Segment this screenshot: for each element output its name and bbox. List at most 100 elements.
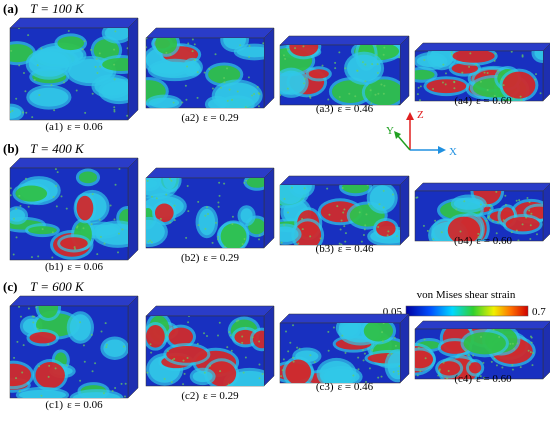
strain-band: [207, 98, 227, 108]
speck: [231, 215, 234, 218]
speck: [530, 336, 533, 339]
box-side: [263, 305, 275, 387]
speck: [241, 341, 244, 344]
speck: [495, 75, 498, 78]
speck: [83, 360, 86, 363]
speck: [203, 332, 206, 335]
speck: [286, 87, 289, 90]
speck: [40, 47, 43, 50]
speck: [501, 366, 504, 369]
row-label: (a): [3, 1, 18, 16]
speck: [343, 208, 346, 211]
speck: [348, 92, 351, 95]
speck: [383, 84, 386, 87]
strain-band: [60, 237, 88, 250]
colorbar: von Mises shear strain 0.05 0.7: [383, 289, 547, 318]
speck: [243, 181, 246, 184]
panel-caption: (c1) ε = 0.06: [45, 399, 103, 411]
speck: [10, 49, 13, 52]
strain-band: [168, 327, 193, 346]
speck: [149, 343, 152, 346]
panel: (b3) ε = 0.46: [279, 175, 410, 255]
strain-band: [291, 185, 312, 195]
speck: [150, 351, 153, 354]
speck: [113, 63, 116, 66]
speck: [490, 204, 493, 207]
box-top: [279, 175, 410, 186]
speck: [56, 171, 59, 174]
panel: (b2) ε = 0.29: [145, 167, 275, 264]
speck: [482, 361, 485, 364]
strain-map: [146, 178, 264, 248]
speck: [196, 342, 199, 345]
strain-band: [246, 178, 264, 188]
speck: [217, 235, 220, 238]
box-side: [127, 295, 139, 399]
speck: [146, 38, 148, 40]
speck: [512, 97, 515, 100]
speck: [441, 81, 444, 84]
speck: [223, 81, 226, 84]
speck: [261, 373, 264, 376]
speck: [486, 71, 489, 74]
speck: [469, 52, 472, 55]
strain-band: [146, 179, 158, 189]
speck: [516, 342, 519, 345]
strain-band: [338, 323, 359, 337]
speck: [91, 370, 94, 373]
speck: [218, 194, 221, 197]
speck: [461, 71, 464, 74]
speck: [416, 93, 419, 96]
speck: [15, 236, 18, 239]
speck: [187, 321, 190, 324]
speck: [98, 218, 101, 221]
strain-band: [252, 330, 264, 349]
speck: [415, 196, 418, 199]
speck: [242, 371, 245, 374]
speck: [286, 48, 289, 51]
speck: [327, 98, 330, 101]
speck: [497, 98, 500, 101]
speck: [146, 46, 148, 49]
speck: [226, 346, 229, 349]
speck: [370, 102, 373, 105]
speck: [25, 111, 28, 114]
speck: [251, 336, 254, 339]
speck: [38, 93, 41, 96]
speck: [336, 205, 339, 208]
panel: (b1) ε = 0.06: [9, 157, 139, 273]
speck: [352, 374, 355, 377]
speck: [207, 212, 210, 215]
speck: [303, 187, 306, 190]
speck: [67, 30, 70, 33]
speck: [248, 45, 251, 48]
speck: [36, 327, 39, 330]
speck: [173, 204, 176, 207]
speck: [113, 218, 116, 221]
speck: [166, 334, 169, 337]
speck: [247, 76, 250, 79]
speck: [239, 44, 242, 47]
row: (c) T = 600 K (c1) ε = 0.06 (c2) ε = 0.29 (c3)…: [3, 279, 550, 411]
speck: [472, 354, 475, 357]
strain-band: [220, 223, 247, 248]
speck: [438, 369, 441, 372]
strain-band: [376, 220, 396, 237]
speck: [382, 323, 385, 325]
speck: [520, 99, 523, 101]
speck: [40, 394, 43, 397]
speck: [113, 106, 116, 109]
strain-band: [426, 79, 467, 94]
speck: [90, 48, 93, 51]
speck: [243, 237, 246, 240]
speck: [24, 177, 27, 180]
speck: [423, 338, 426, 341]
strain-map: [10, 168, 128, 260]
speck: [257, 92, 260, 95]
speck: [535, 233, 538, 236]
speck: [79, 379, 82, 382]
speck: [342, 211, 345, 214]
speck: [380, 375, 383, 378]
speck: [438, 368, 441, 371]
speck: [521, 55, 524, 58]
